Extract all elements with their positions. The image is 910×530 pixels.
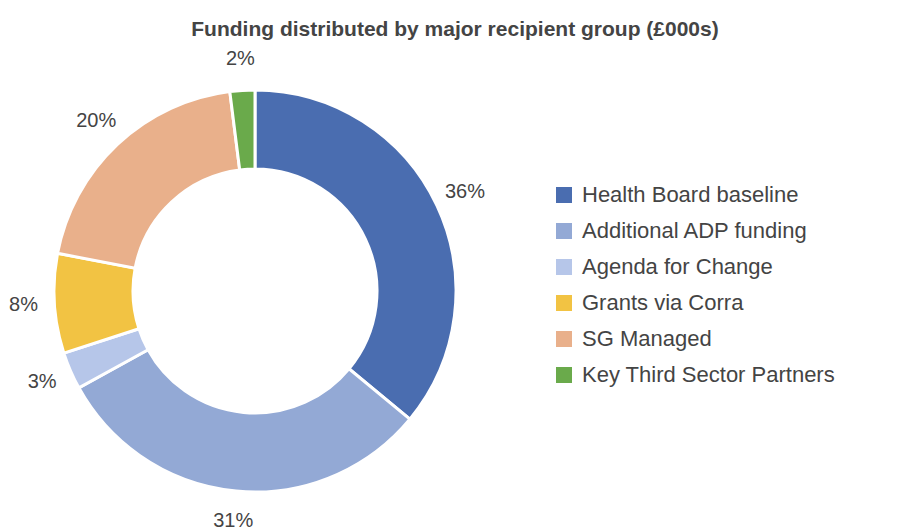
legend-swatch [556,223,572,239]
slice [79,350,410,492]
legend-swatch [556,331,572,347]
donut: 36% 31% 3% 8% 20% 2% [9,47,485,530]
legend-label: Agenda for Change [582,254,773,279]
data-label: 3% [28,370,57,392]
legend-item: Agenda for Change [556,254,773,279]
legend: Health Board baseline Additional ADP fund… [556,182,835,387]
data-label: 2% [226,47,255,69]
legend-swatch [556,187,572,203]
chart: Funding distributed by major recipient g… [0,0,910,530]
data-label: 31% [213,509,253,530]
data-label: 20% [76,109,116,131]
legend-item: Grants via Corra [556,290,744,315]
legend-swatch [556,295,572,311]
legend-item: Health Board baseline [556,182,798,207]
legend-label: Health Board baseline [582,182,798,207]
legend-label: Additional ADP funding [582,218,807,243]
legend-swatch [556,259,572,275]
slice [54,253,139,353]
data-label: 36% [445,180,485,202]
slice [58,92,240,269]
slice [255,90,456,419]
legend-label: Key Third Sector Partners [582,362,835,387]
legend-item: Key Third Sector Partners [556,362,835,387]
legend-swatch [556,367,572,383]
chart-title: Funding distributed by major recipient g… [191,17,718,40]
data-label: 8% [9,293,38,315]
legend-label: SG Managed [582,326,712,351]
legend-label: Grants via Corra [582,290,744,315]
legend-item: SG Managed [556,326,712,351]
legend-item: Additional ADP funding [556,218,807,243]
slice [230,90,255,170]
